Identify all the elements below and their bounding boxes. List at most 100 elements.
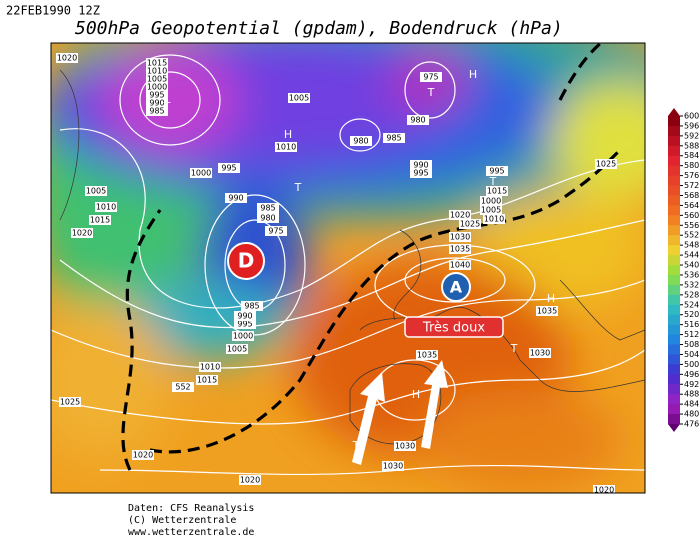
isobar-label: 1005 bbox=[481, 206, 501, 215]
isobar-label: 1015 bbox=[90, 216, 110, 225]
date: 22FEB1990 12Z bbox=[6, 4, 100, 18]
colorbar-label: 480 bbox=[684, 410, 699, 419]
isobar-label-bg bbox=[449, 244, 471, 254]
colorbar-segment bbox=[668, 294, 680, 306]
isobar-label: 995 bbox=[221, 164, 236, 173]
isobar-label: 1030 bbox=[395, 442, 415, 451]
colorbar-label: 576 bbox=[684, 171, 699, 180]
isobar-label: 1025 bbox=[460, 220, 480, 229]
colorbar-segment bbox=[668, 404, 680, 415]
isobar-label-bg bbox=[529, 348, 551, 358]
pressure-center: T bbox=[163, 100, 171, 113]
isobar-label-bg bbox=[593, 485, 615, 493]
isobar-label: 995 bbox=[149, 91, 164, 100]
isobar-label: 995 bbox=[237, 320, 252, 329]
warm-label-box bbox=[404, 316, 504, 338]
isobar-label-bg bbox=[257, 213, 279, 223]
isobar-label-bg bbox=[199, 362, 221, 372]
colorbar-label: 516 bbox=[684, 320, 699, 329]
isobar-label: 980 bbox=[410, 116, 425, 125]
high-marker bbox=[441, 272, 471, 302]
colorbar-segment bbox=[668, 384, 680, 395]
pressure-center: T bbox=[294, 181, 302, 194]
isobar-label: 1020 bbox=[240, 476, 260, 485]
isobar-label-bg bbox=[416, 350, 438, 360]
colorbar-label: 504 bbox=[684, 350, 699, 359]
colorbar-label: 544 bbox=[684, 251, 699, 260]
colorbar-label: 536 bbox=[684, 270, 699, 279]
colorbar-label: 584 bbox=[684, 151, 699, 160]
colorbar-label: 508 bbox=[684, 340, 699, 349]
colorbar-label: 552 bbox=[684, 231, 699, 240]
colorbar-label: 556 bbox=[684, 221, 699, 230]
colorbar-segment bbox=[668, 135, 680, 147]
isobar-label-bg bbox=[483, 214, 505, 224]
isobar-label-bg bbox=[420, 72, 442, 82]
pressure-center: H bbox=[469, 68, 477, 81]
isobar-label-bg bbox=[480, 205, 502, 215]
pressure-centers: T H T H T T H H T T bbox=[163, 68, 556, 452]
colorbar-segment bbox=[668, 274, 680, 286]
colorbar-label: 564 bbox=[684, 201, 699, 210]
colorbar-label: 532 bbox=[684, 280, 699, 289]
colorbar-label: 560 bbox=[684, 211, 699, 220]
isobar-label: 975 bbox=[268, 227, 283, 236]
isobar-label: 1035 bbox=[417, 351, 437, 360]
colorbar-segment bbox=[668, 344, 680, 355]
isobar-label-bg bbox=[382, 461, 404, 471]
isobar-label-bg bbox=[480, 196, 502, 206]
colorbar-segment bbox=[668, 205, 680, 216]
isobar-label-bg bbox=[234, 319, 256, 329]
isobar-label: 1020 bbox=[133, 451, 153, 460]
isobar-label-bg bbox=[71, 228, 93, 238]
colorbar-label: 476 bbox=[684, 420, 699, 429]
isobar-label-bg bbox=[275, 142, 297, 152]
colorbar-label: 600 bbox=[684, 112, 699, 121]
colorbar-label: 592 bbox=[684, 131, 699, 140]
isobar-label: 1010 bbox=[276, 143, 296, 152]
colorbar-label: 512 bbox=[684, 330, 699, 339]
isobar-label: 1005 bbox=[86, 187, 106, 196]
colorbar-segment bbox=[668, 215, 680, 226]
colorbar-segment bbox=[668, 414, 680, 425]
isobar-label-bg bbox=[85, 186, 107, 196]
colorbar-label: 492 bbox=[684, 380, 699, 389]
isobars bbox=[51, 54, 645, 476]
isobar-label: 985 bbox=[386, 134, 401, 143]
copyright: (C) Wetterzentrale bbox=[128, 515, 236, 526]
colorbar-cap bbox=[668, 424, 680, 432]
isobar-label: 975 bbox=[423, 73, 438, 82]
url: www.wetterzentrale.de bbox=[128, 527, 254, 538]
isobar-label: 1005 bbox=[289, 94, 309, 103]
pressure-center: T bbox=[510, 342, 518, 355]
isobar-label: 995 bbox=[489, 167, 504, 176]
isobar-label: 995 bbox=[413, 169, 428, 178]
high-label: A bbox=[450, 278, 463, 297]
colorbar-label: 524 bbox=[684, 300, 699, 309]
isobar-label: 1025 bbox=[60, 398, 80, 407]
map-frame bbox=[50, 42, 646, 494]
isobar-label-bg bbox=[595, 159, 617, 169]
isobar-label-bg bbox=[257, 203, 279, 213]
isobar-label-bg bbox=[350, 136, 372, 146]
pressure-center: T bbox=[427, 86, 435, 99]
isobar-label-bg bbox=[536, 306, 558, 316]
pressure-center: H bbox=[284, 128, 292, 141]
isobar-label-bg bbox=[59, 397, 81, 407]
colorbar-segment bbox=[668, 314, 680, 326]
isobar-label-bg bbox=[146, 74, 168, 84]
colorbar-segment bbox=[668, 324, 680, 336]
isobar-label-bg bbox=[89, 215, 111, 225]
isobar-label-bg bbox=[449, 210, 471, 220]
isobar-label-bg bbox=[265, 226, 287, 236]
pressure-center: T bbox=[489, 175, 497, 188]
pressure-center: H bbox=[412, 388, 420, 401]
isobar-label: 1025 bbox=[596, 160, 616, 169]
isobar-label: 1000 bbox=[481, 197, 501, 206]
colorbar-segment bbox=[668, 175, 680, 187]
colorbar-segment bbox=[668, 225, 680, 236]
colorbar-label: 520 bbox=[684, 310, 699, 319]
colorbar-segment bbox=[668, 354, 680, 365]
isobar-label: 1015 bbox=[487, 187, 507, 196]
